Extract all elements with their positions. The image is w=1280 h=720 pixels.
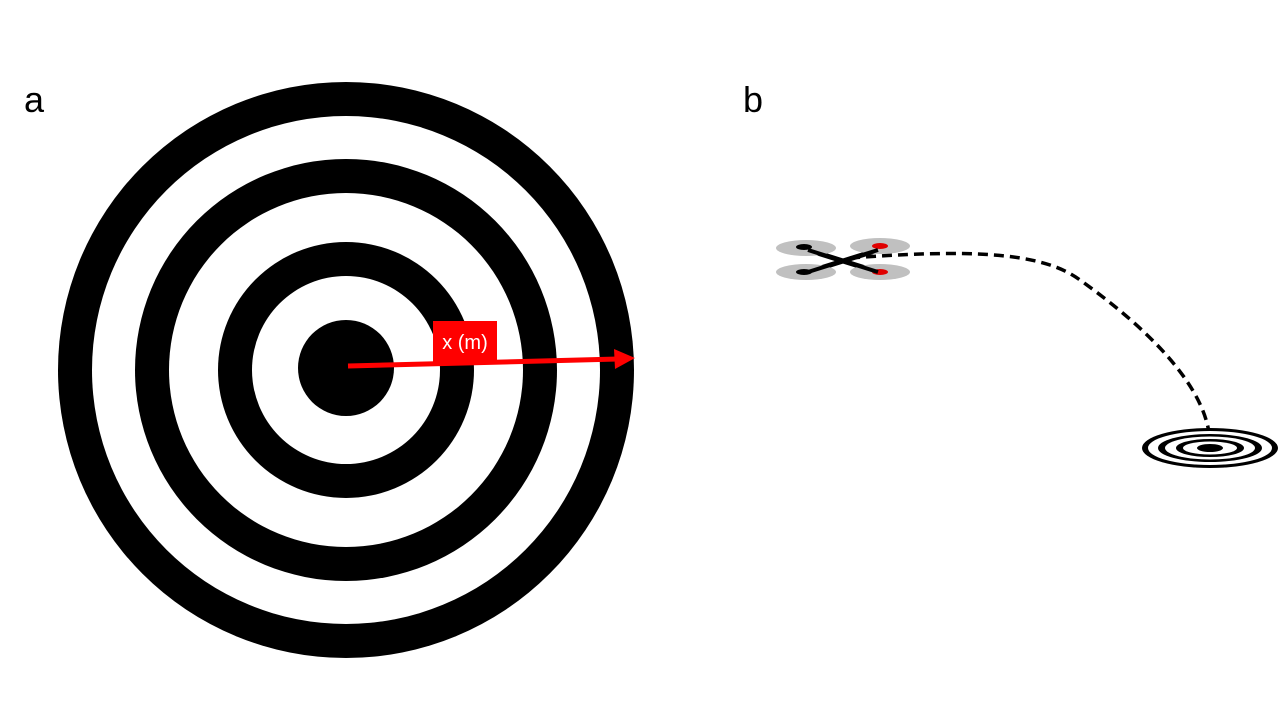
landing-target-icon <box>1142 428 1278 468</box>
arrow-label-box <box>433 321 497 363</box>
target-center <box>298 320 394 416</box>
panel-label-a: a <box>24 79 45 120</box>
arrow-label: x (m) <box>442 332 488 354</box>
radius-arrow: x (m) <box>347 321 635 369</box>
radius-arrowhead <box>614 349 635 369</box>
flight-path <box>849 251 1212 446</box>
target-diagram <box>58 82 634 658</box>
rotor-hub-front <box>872 243 888 249</box>
rotor-hub-rear <box>796 244 812 250</box>
drone-icon <box>776 238 910 280</box>
panel-label-b: b <box>743 79 764 120</box>
